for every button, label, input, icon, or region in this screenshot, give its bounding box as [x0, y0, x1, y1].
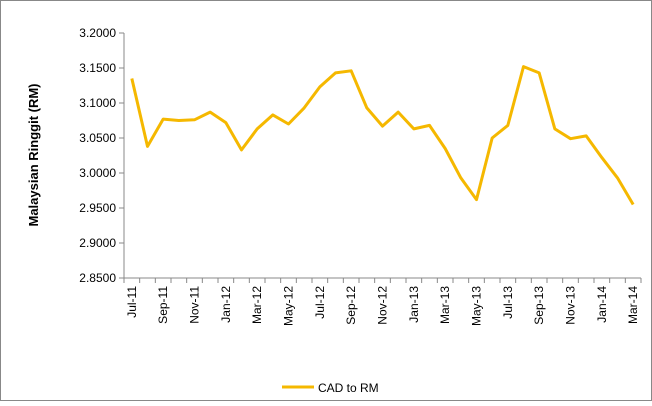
- x-tick-label: May-13: [470, 286, 484, 326]
- legend-label: CAD to RM: [318, 381, 379, 395]
- y-tick-label: 3.0000: [79, 166, 116, 180]
- x-tick-label: Jul-13: [501, 286, 515, 319]
- x-tick-label: Jan-13: [407, 286, 421, 323]
- x-tick-label: Jan-14: [595, 286, 609, 323]
- series-line: [130, 65, 635, 206]
- y-tick-label: 3.0500: [79, 131, 116, 145]
- x-tick-label: Mar-12: [250, 286, 264, 324]
- x-tick-label: Jul-12: [313, 286, 327, 319]
- x-tick-label: Jan-12: [219, 286, 233, 323]
- y-tick-label: 3.1000: [79, 96, 116, 110]
- x-tick-label: Sep-12: [344, 286, 358, 325]
- x-tick-label: Jul-11: [125, 286, 139, 318]
- x-tick-label: Nov-12: [376, 286, 390, 325]
- x-tick-label: Mar-14: [626, 286, 640, 324]
- x-tick-label: Nov-11: [188, 286, 202, 324]
- x-tick-label: May-12: [282, 286, 296, 326]
- x-tick-label: Nov-13: [564, 286, 578, 325]
- y-tick-label: 3.1500: [79, 61, 116, 75]
- y-tick-label: 3.2000: [79, 26, 116, 40]
- x-tick-label: Sep-13: [532, 286, 546, 325]
- y-axis-label: Malaysian Ringgit (RM): [26, 83, 41, 226]
- y-tick-label: 2.8500: [79, 271, 116, 285]
- x-tick-label: Sep-11: [156, 286, 170, 324]
- y-tick-label: 2.9000: [79, 236, 116, 250]
- x-tick-label: Mar-13: [438, 286, 452, 324]
- y-tick-label: 2.9500: [79, 201, 116, 215]
